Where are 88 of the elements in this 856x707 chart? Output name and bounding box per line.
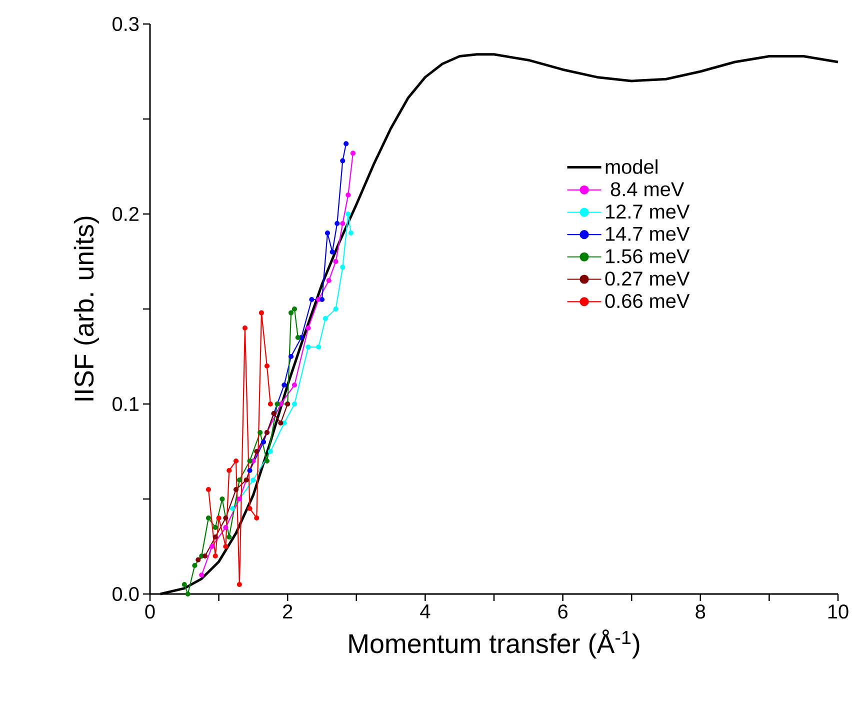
legend-label: model [606,159,658,174]
legend-label: 8.4 meV [610,182,684,196]
point [295,334,300,340]
point [226,534,232,540]
y-axis-title: IISF (arb. units) [74,216,99,400]
point [288,310,294,316]
point [233,486,239,492]
point [209,544,214,550]
point [340,158,346,164]
x-tick-label: 6 [558,604,568,619]
point [260,439,266,445]
x-tick-label: 4 [420,604,430,618]
point [223,544,228,550]
point [233,458,239,464]
point [346,211,351,217]
x-tick-label: 0 [145,604,155,619]
point [236,477,242,483]
point [322,316,328,322]
point [278,420,284,426]
point [199,572,204,578]
point [226,468,232,474]
point [258,430,263,436]
x-axis-title: Momentum transfer (Å$^{-1}$) [349,629,640,659]
y-tick-label: 0.0 [112,586,139,602]
point [247,468,252,474]
point [306,325,311,331]
legend-label: 12.7 meV [606,204,690,219]
x-tick-label: 2 [283,604,292,618]
point [258,310,264,316]
legend-label: 0.66 meV [605,294,690,308]
x-tick-label: 8 [696,604,706,619]
point [242,325,248,331]
legend-label: 1.56 meV [606,249,690,264]
y-tick-label: 0.2 [112,206,138,222]
point [236,582,242,588]
point [274,401,280,407]
point [268,401,273,407]
point [247,458,252,464]
point [333,306,338,312]
point [202,553,208,559]
point [324,230,330,236]
point [192,562,198,568]
point [346,192,351,198]
point [223,524,228,530]
point [330,249,335,255]
point [306,344,311,350]
point [344,141,349,146]
point [288,354,294,360]
point [292,382,298,388]
point [223,515,228,521]
point [264,363,270,369]
point [236,496,242,502]
point [254,448,260,454]
point [206,515,212,521]
x-tick-label: 10 [828,604,848,619]
point [264,458,270,464]
point [254,515,260,521]
point [292,306,298,312]
y-tick-label: 0.1 [112,396,139,412]
point [282,382,287,388]
point [212,534,218,540]
point [292,401,298,407]
point [250,477,256,483]
point [244,477,249,483]
point [333,258,338,264]
legend-label: 0.27 meV [605,272,690,286]
point [326,278,332,284]
point [216,515,222,521]
point [196,557,201,562]
point [334,220,340,226]
point [319,296,325,302]
legend-label: 14.7 meV [606,226,690,241]
point [212,524,218,530]
point [220,496,225,502]
point [212,553,218,559]
point [185,591,190,597]
point [350,150,356,156]
point [309,296,314,302]
point [348,230,354,236]
point [247,506,252,512]
y-tick-label: 0.3 [112,16,139,32]
point [340,220,346,226]
point [316,344,322,350]
point [182,582,187,588]
point [268,448,273,454]
point [340,264,346,270]
point [230,506,236,512]
point [206,486,212,492]
